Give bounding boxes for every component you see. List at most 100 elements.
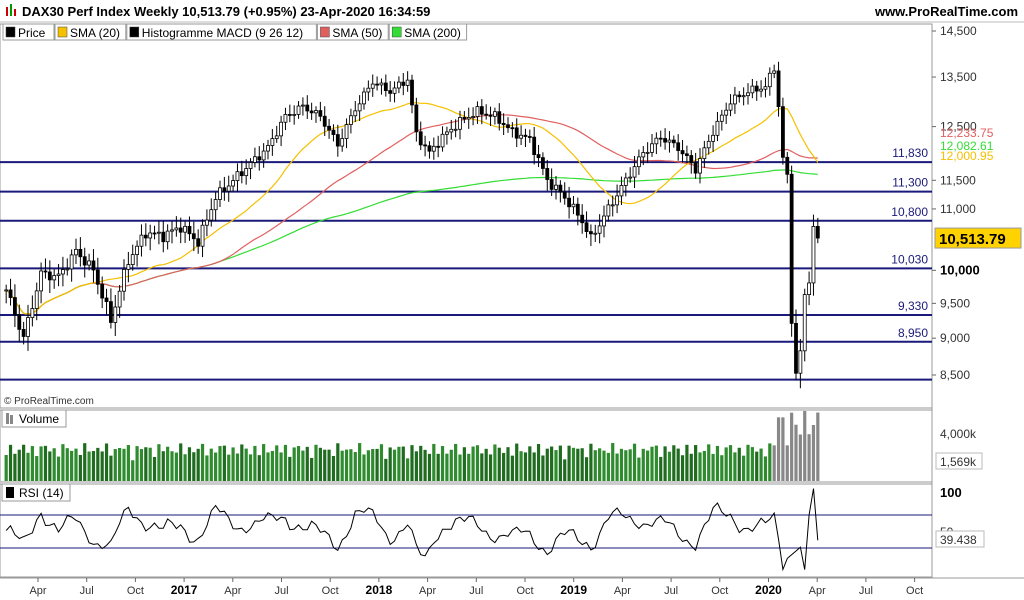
candle-body [244,168,249,177]
candle-body [628,176,633,179]
volume-bar [541,455,545,481]
volume-bar [480,453,484,481]
volume-bar [742,455,746,481]
volume-bar [759,448,763,481]
candle-body [353,110,358,117]
volume-bar [161,451,165,481]
volume-bar [659,456,663,481]
volume-bar [724,447,728,481]
candle-body [200,224,205,247]
candle-body [676,142,681,151]
candle-body [196,238,201,247]
candle-body [549,179,554,190]
candle-body [235,171,240,181]
header-bar [0,0,1024,22]
volume-bar [427,453,432,481]
volume-bar [371,448,375,481]
volume-bar [349,449,353,481]
candle-body [274,135,279,140]
volume-bar [781,417,785,481]
volume-bar [148,447,152,481]
x-tick-18: Oct [906,585,923,597]
hline-label-0: 11,830 [892,146,928,160]
site-link[interactable]: www.ProRealTime.com [874,4,1018,19]
candle-body [117,290,122,308]
candle-body [152,232,157,235]
volume-bar [506,447,510,481]
volume-bar [30,446,34,481]
candle-body [126,264,131,270]
volume-bar [750,447,754,481]
volume-bar [183,454,187,481]
volume-bar [728,445,733,481]
volume-bar [83,443,87,481]
volume-bar [475,445,480,481]
volume-bar [449,449,453,481]
volume-bar [257,455,261,481]
volume-bar [510,455,514,481]
volume-bar [48,451,52,481]
volume-bar [122,448,126,481]
volume-bar [571,447,576,481]
candle-body [357,103,362,112]
volume-bar [17,449,21,481]
color-swatch-icon [320,26,330,38]
volume-bar [109,455,113,481]
candle-body [637,156,641,168]
x-tick-17: Jul [859,585,873,597]
volume-bar [323,449,327,481]
volume-bar [366,450,370,481]
volume-bar [816,412,820,481]
x-tick-16: Apr [809,585,826,597]
volume-bar [720,455,724,481]
volume-bar [39,446,43,481]
candle-body [135,245,139,256]
volume-bar [689,453,693,481]
candle-body [287,114,292,116]
candle-body [584,222,589,232]
volume-bar [96,447,100,481]
candle-body [170,229,174,232]
volume-bar [554,450,558,481]
volume-bar [310,457,314,481]
candle-body [418,131,423,146]
volume-bar [401,446,405,481]
candle-body [335,134,340,147]
x-tick-10: Oct [516,585,533,597]
x-tick-6: Oct [322,585,339,597]
candle-body [471,116,475,118]
candle-body [139,234,144,247]
volume-legend: Volume [1,409,67,428]
volume-bar [144,447,148,481]
volume-bar [262,444,266,481]
volume-bar [615,453,619,481]
volume-bar [558,445,562,481]
candle-body [514,127,519,139]
volume-bar [550,446,554,481]
volume-bar [493,444,497,481]
volume-bar [126,445,130,481]
volume-bar [445,453,449,481]
candle-body [109,301,113,323]
candle-body [56,273,61,276]
volume-bar [379,444,384,481]
x-tick-3: 2017 [171,583,198,597]
candle-body [763,86,768,90]
volume-last-box [935,452,983,470]
candle-body [74,248,78,256]
candle-body [178,227,183,233]
candle-body [270,138,275,146]
x-tick-11: 2019 [560,583,587,597]
candle-body [789,173,794,324]
y-tick-7: 9,000 [940,331,970,345]
volume-bar [502,452,506,481]
chart-logo-icon [6,4,16,16]
candle-body [388,90,393,94]
volume-bar [118,447,122,481]
candle-body [226,185,231,192]
candle-body [632,166,637,178]
volume-bar [798,434,802,481]
volume-bar [519,451,523,481]
volume-bar [375,448,379,481]
volume-bar [628,449,632,481]
